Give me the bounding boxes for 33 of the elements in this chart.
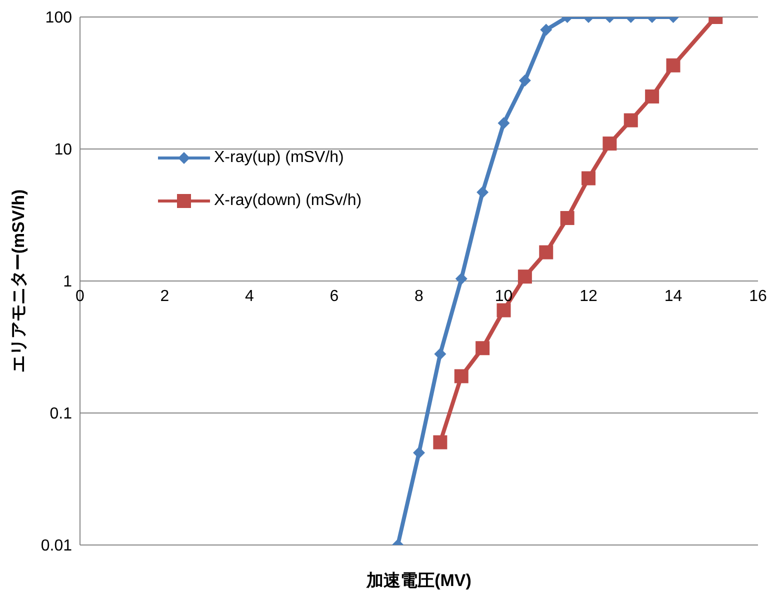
y-axis-title: エリアモニター(mSV/h) bbox=[9, 189, 28, 373]
point bbox=[518, 270, 532, 284]
y-tick-label: 0.01 bbox=[40, 538, 72, 555]
x-tick-label: 16 bbox=[749, 288, 767, 305]
x-tick-label: 4 bbox=[245, 288, 254, 305]
point bbox=[455, 272, 468, 285]
point bbox=[560, 211, 574, 226]
x-tick-label: 10 bbox=[494, 288, 513, 305]
point bbox=[539, 245, 554, 260]
x-tick-label: 12 bbox=[580, 288, 598, 305]
point bbox=[624, 113, 638, 128]
y-tick-label: 0.1 bbox=[50, 406, 72, 423]
point bbox=[496, 303, 511, 318]
legend-label: X-ray(up) (mSV/h) bbox=[214, 148, 345, 168]
point bbox=[454, 369, 468, 384]
point bbox=[433, 435, 448, 450]
x-tick-label: 0 bbox=[76, 288, 85, 305]
x-axis-title: 加速電圧(MV) bbox=[366, 571, 472, 590]
point bbox=[434, 348, 446, 360]
y-tick-label: 10 bbox=[54, 142, 72, 159]
legend-label: X-ray(down) (mSv/h) bbox=[214, 191, 363, 211]
point bbox=[476, 186, 489, 198]
point bbox=[602, 136, 617, 151]
point bbox=[476, 341, 490, 356]
point bbox=[582, 171, 596, 186]
point bbox=[498, 117, 510, 130]
y-tick-label: 1 bbox=[63, 274, 72, 291]
x-tick-label: 6 bbox=[330, 288, 339, 305]
x-tick-label: 8 bbox=[414, 288, 424, 305]
x-tick-label: 14 bbox=[664, 288, 682, 305]
point bbox=[413, 446, 425, 459]
x-tick-label: 2 bbox=[160, 288, 170, 305]
y-tick-label: 100 bbox=[45, 10, 72, 27]
